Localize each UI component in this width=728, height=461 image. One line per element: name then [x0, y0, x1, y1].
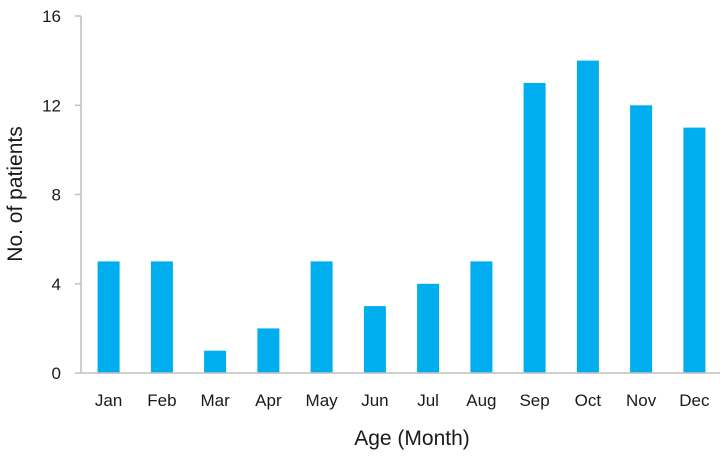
bar-nov	[630, 105, 653, 374]
y-tick-label: 4	[52, 275, 61, 294]
bar-sep	[523, 82, 546, 374]
x-tick-label: Oct	[575, 391, 602, 410]
x-tick-label: May	[306, 391, 339, 410]
y-tick-label: 0	[52, 364, 61, 383]
x-tick-label: Dec	[679, 391, 710, 410]
x-tick-label: Jul	[417, 391, 439, 410]
bar-oct	[576, 60, 599, 373]
bar-feb	[150, 261, 173, 373]
bar-apr	[257, 328, 280, 373]
bar-may	[310, 261, 333, 373]
x-axis-ticks: Jan Feb Mar Apr May Jun Jul Aug Sep Oct Nov Dec	[95, 391, 710, 410]
bar-mar	[204, 350, 227, 373]
x-tick-label: Aug	[466, 391, 496, 410]
x-tick-label: Jan	[95, 391, 122, 410]
y-tick-label: 8	[52, 186, 61, 205]
bar-jun	[363, 306, 386, 373]
x-tick-label: Nov	[626, 391, 657, 410]
x-tick-label: Apr	[255, 391, 282, 410]
x-axis-title: Age (Month)	[354, 427, 470, 450]
y-axis-ticks: 0 4 8 12 16	[42, 7, 81, 383]
x-tick-label: Sep	[519, 391, 549, 410]
bar-aug	[470, 261, 493, 373]
x-tick-label: Mar	[200, 391, 230, 410]
bars	[97, 60, 706, 374]
bar-jan	[97, 261, 120, 373]
bar-dec	[683, 127, 706, 373]
bar-jul	[417, 283, 440, 374]
x-tick-label: Feb	[147, 391, 176, 410]
y-axis-title: No. of patients	[4, 126, 27, 261]
y-tick-label: 16	[42, 7, 61, 26]
x-tick-label: Jun	[361, 391, 388, 410]
y-tick-label: 12	[42, 96, 61, 115]
